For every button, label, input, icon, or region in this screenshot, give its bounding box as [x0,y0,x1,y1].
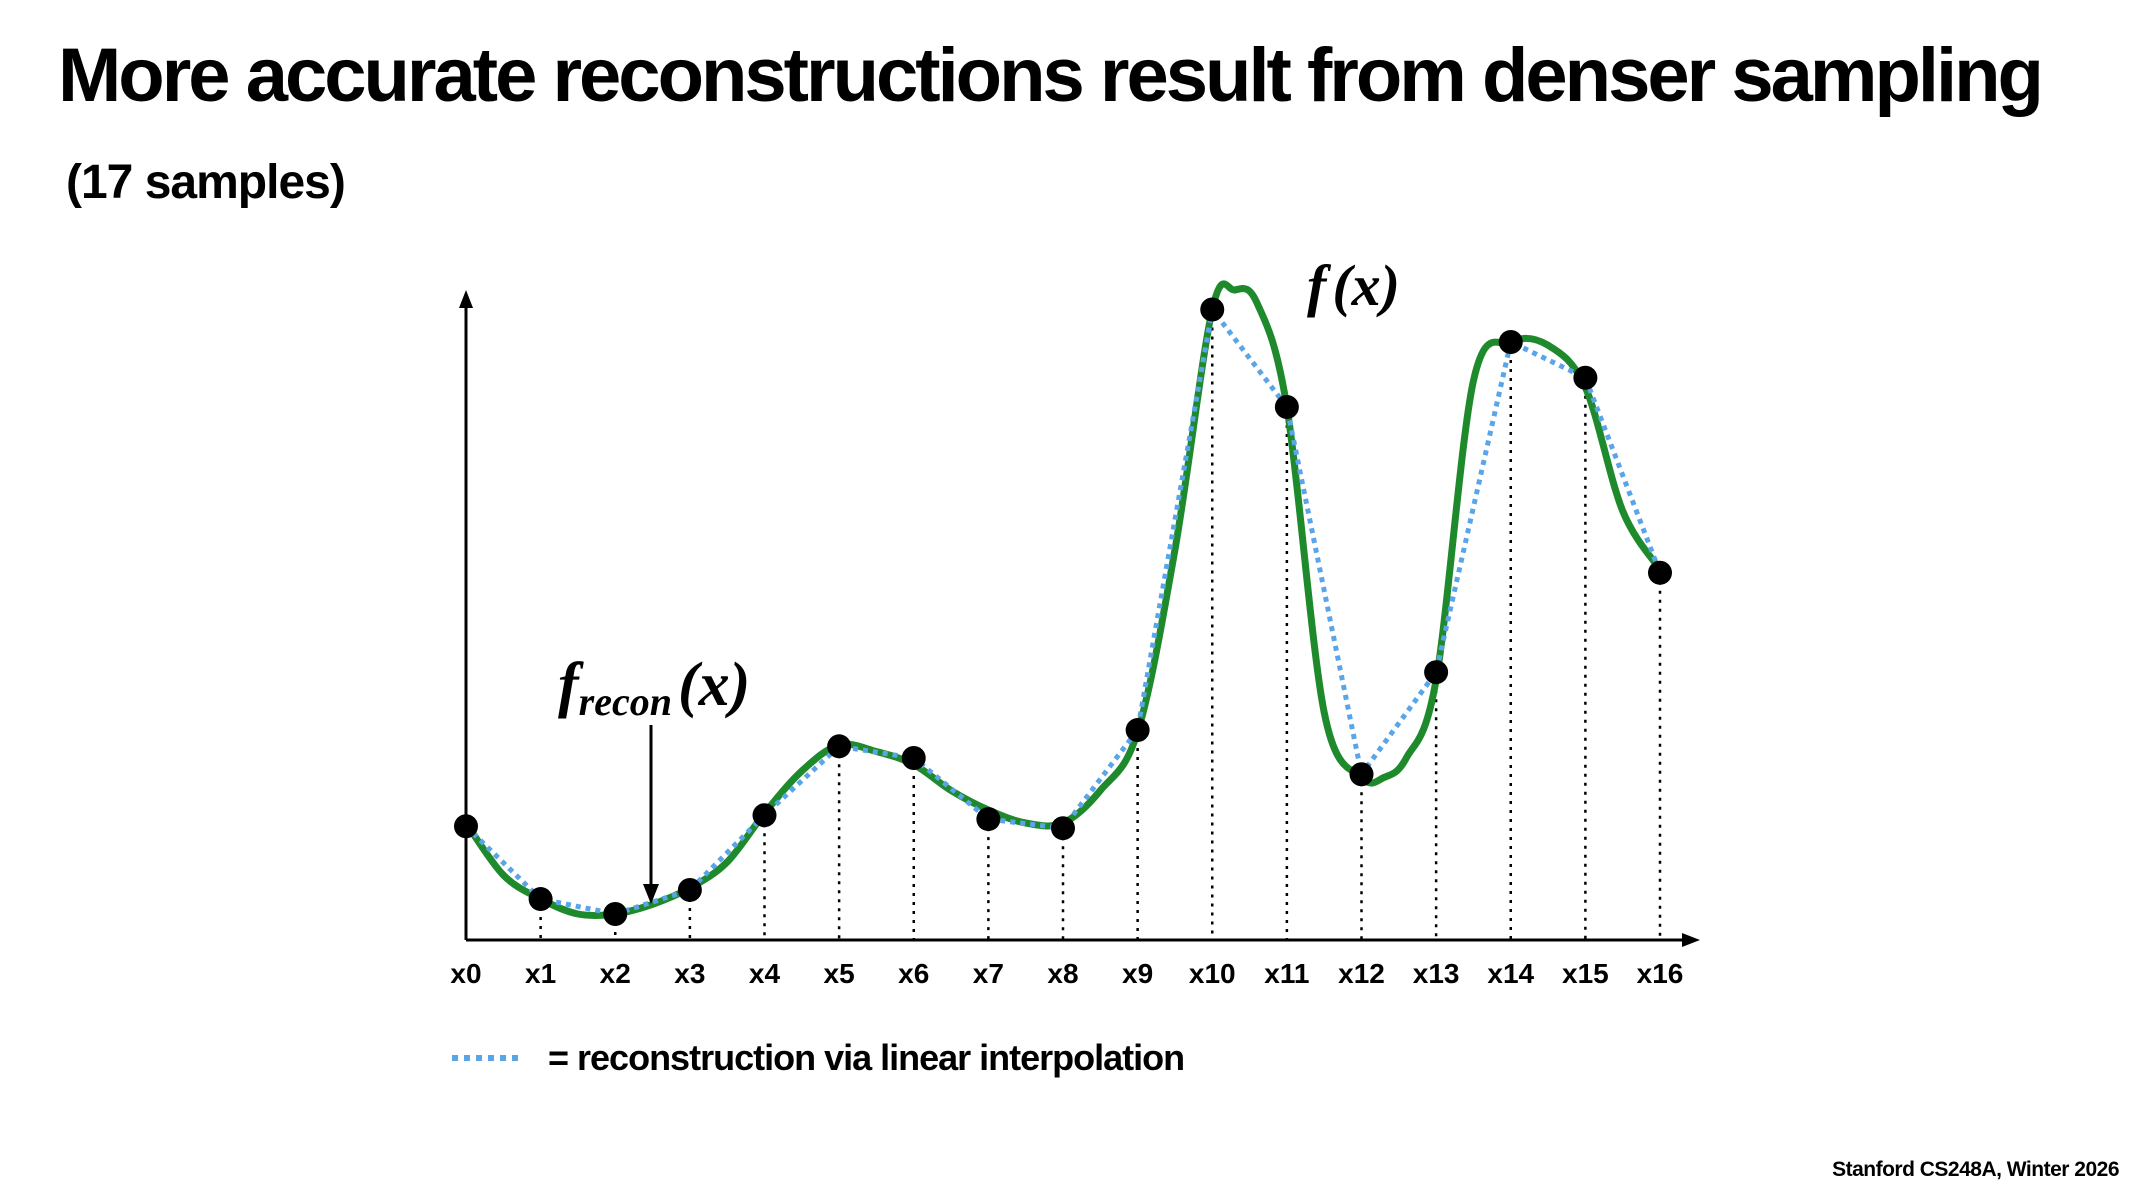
sample-points [454,297,1672,926]
tick-label-x10: x10 [1189,958,1236,989]
slide-footer: Stanford CS248A, Winter 2026 [1832,1158,2119,1181]
chart-axes [459,290,1700,947]
tick-label-x8: x8 [1047,958,1078,989]
recon-label-arrowhead [643,884,659,904]
recon-label-arg: (x) [678,651,750,719]
function-curve [462,280,1664,920]
slide-subtitle: (17 samples) [66,156,346,209]
function-label: f (x) [1307,253,1400,318]
sample-point-x1 [528,887,553,912]
sample-point-x2 [603,902,628,926]
sample-point-x7 [976,807,1001,832]
tick-label-x4: x4 [749,958,781,989]
tick-label-x3: x3 [674,958,705,989]
sample-point-x0 [454,814,478,839]
x-tick-labels: x0 x1 x2 x3 x4 x5 x6 x7 x8 x9 x10 x11 x12 x13 x14 x15 x1… [450,958,1683,989]
sample-point-x8 [1051,816,1075,841]
tick-label-x7: x7 [973,958,1004,989]
legend-label: = reconstruction via linear interpolatio… [548,1037,1184,1078]
function-label-f: f [1307,253,1332,318]
sample-droplines [539,309,1662,940]
tick-label-x9: x9 [1122,958,1153,989]
sample-point-x11 [1274,395,1299,419]
slide-title: More accurate reconstructions result fro… [58,33,2044,118]
sample-point-x13 [1424,660,1449,685]
tick-label-x2: x2 [600,958,631,989]
sample-point-x12 [1349,762,1374,787]
sample-point-x14 [1498,330,1523,354]
tick-label-x6: x6 [898,958,929,989]
sample-point-x16 [1648,560,1672,585]
tick-label-x12: x12 [1338,958,1385,989]
sample-point-x3 [677,877,702,902]
tick-label-x15: x15 [1562,958,1609,989]
recon-label: frecon(x) [558,651,750,724]
tick-label-x16: x16 [1637,958,1684,989]
y-axis-arrow [459,290,473,308]
sample-point-x5 [827,734,852,759]
tick-label-x5: x5 [824,958,855,989]
x-axis-arrow [1682,933,1700,947]
tick-label-x14: x14 [1487,958,1534,989]
recon-label-sub: recon [579,679,672,724]
tick-label-x13: x13 [1413,958,1460,989]
tick-label-x11: x11 [1264,958,1309,989]
tick-label-x0: x0 [450,958,481,989]
function-label-arg: (x) [1332,253,1400,318]
sample-point-x10 [1200,297,1225,322]
sample-point-x15 [1573,365,1598,390]
sample-point-x6 [901,746,926,770]
sample-point-x9 [1125,718,1150,743]
tick-label-x1: x1 [525,958,556,989]
sample-point-x4 [752,803,777,828]
